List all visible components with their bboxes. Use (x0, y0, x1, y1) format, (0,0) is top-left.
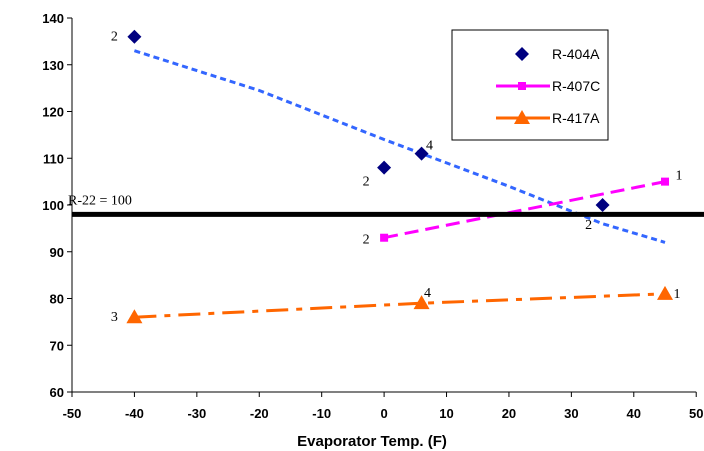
point-label: 2 (363, 233, 370, 248)
x-tick-label: -30 (187, 406, 206, 421)
y-tick-label: 60 (50, 385, 64, 400)
legend-entry: R-417A (552, 110, 600, 126)
data-point-r-417a (657, 285, 673, 300)
x-tick-label: -10 (312, 406, 331, 421)
x-tick-label: 10 (439, 406, 453, 421)
x-tick-label: 50 (689, 406, 703, 421)
data-point-r-417a (413, 295, 430, 310)
legend-entry: R-407C (552, 78, 600, 94)
y-tick-label: 80 (50, 292, 64, 307)
data-point-r-407c (661, 177, 669, 186)
y-tick-label: 100 (42, 198, 64, 213)
legend: R-404A R-407C R-417A (451, 29, 609, 141)
legend-swatch-marker (514, 110, 530, 124)
series-line-r-407c (383, 180, 666, 240)
reference-line-group: R-22 = 100 (68, 193, 704, 217)
data-point-r-404a (414, 146, 429, 161)
legend-swatch-marker (518, 82, 526, 90)
y-tick-label: 70 (50, 338, 64, 353)
point-label: 4 (426, 139, 433, 154)
point-label: 3 (111, 310, 118, 325)
y-tick-label: 120 (42, 105, 64, 120)
y-tick-label: 130 (42, 58, 64, 73)
data-point-r-407c (380, 233, 389, 242)
x-tick-label: -20 (250, 406, 269, 421)
point-label: 2 (363, 175, 370, 190)
legend-swatch-marker (515, 47, 529, 61)
x-tick-label: 40 (627, 406, 641, 421)
data-point-r-417a (126, 309, 143, 324)
legend-entry: R-404A (552, 46, 600, 62)
y-tick-label: 110 (43, 151, 64, 166)
series-line-r-417a (134, 292, 666, 319)
data-point-r-404a (377, 160, 392, 175)
x-tick-label: -50 (63, 406, 82, 421)
x-tick-label: -40 (125, 406, 144, 421)
trendline-r-404a (133, 49, 666, 244)
x-tick-label: 0 (380, 406, 387, 421)
point-label: 1 (674, 287, 681, 302)
reference-line-label: R-22 = 100 (68, 193, 132, 208)
x-tick-label: 20 (502, 406, 516, 421)
y-tick-label: 140 (42, 11, 64, 26)
x-tick-label: 30 (564, 406, 578, 421)
x-axis-label: Evaporator Temp. (F) (297, 433, 447, 450)
point-label: 2 (111, 30, 118, 45)
trendline-group (133, 49, 666, 244)
point-label: 2 (585, 218, 592, 233)
series-markers (126, 29, 673, 324)
data-point-r-404a (595, 198, 610, 212)
point-label: 1 (676, 169, 683, 184)
point-label: 4 (424, 286, 431, 301)
y-tick-label: 90 (50, 245, 64, 260)
data-point-r-404a (127, 29, 142, 44)
series-lines (134, 180, 666, 319)
point-labels: 2 2 4 2 2 1 3 4 1 (111, 30, 683, 326)
